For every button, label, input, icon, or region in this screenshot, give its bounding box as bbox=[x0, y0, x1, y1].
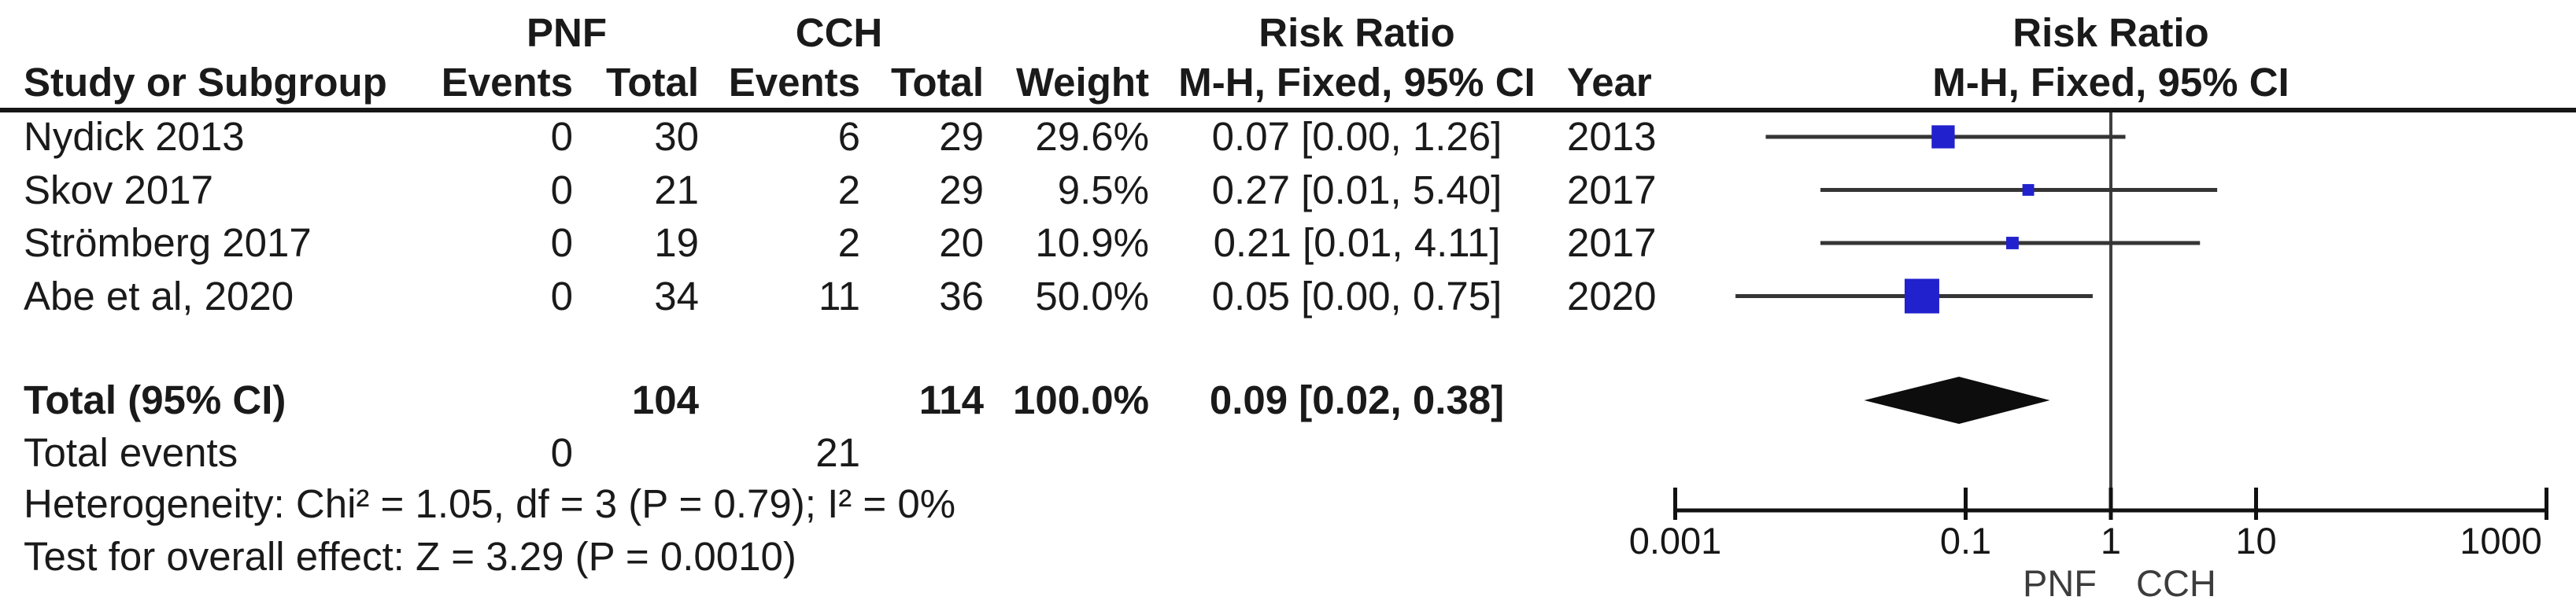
header-column-row: Study or Subgroup Events Total Events To… bbox=[0, 56, 2576, 109]
col-header-year: Year bbox=[1567, 60, 1652, 105]
total-events-label: Total events bbox=[24, 430, 238, 475]
header-group-row: PNF CCH Risk Ratio Risk Ratio bbox=[0, 6, 2576, 59]
rr-ci-value: 0.07 [0.00, 1.26] bbox=[1211, 114, 1502, 159]
weight-value: 50.0% bbox=[1035, 274, 1149, 319]
cch-events-value: 6 bbox=[837, 114, 860, 159]
favours-left-label: PNF bbox=[2023, 562, 2097, 604]
weight-value: 29.6% bbox=[1035, 114, 1149, 159]
pnf-events-value: 0 bbox=[550, 168, 573, 212]
pnf-total-value: 21 bbox=[654, 168, 699, 212]
table-row: Nydick 2013 0 30 6 29 29.6% 0.07 [0.00, … bbox=[0, 110, 2576, 163]
study-name: Abe et al, 2020 bbox=[24, 274, 294, 319]
weight-value: 10.9% bbox=[1035, 220, 1149, 265]
col-header-rr-ci: M-H, Fixed, 95% CI bbox=[1178, 60, 1536, 105]
col-header-weight: Weight bbox=[1015, 60, 1149, 105]
year-value: 2017 bbox=[1567, 168, 1657, 212]
x-axis-tick-label: 1 bbox=[2101, 520, 2121, 562]
cch-total-value: 29 bbox=[939, 114, 984, 159]
plot-header-risk-ratio: Risk Ratio bbox=[2012, 10, 2209, 55]
table-row: Skov 2017 0 21 2 29 9.5% 0.27 [0.01, 5.4… bbox=[0, 164, 2576, 216]
effect-square bbox=[1931, 125, 1955, 149]
total-rr-ci: 0.09 [0.02, 0.38] bbox=[1209, 377, 1505, 422]
study-name: Nydick 2013 bbox=[24, 114, 245, 159]
x-axis-tick-label: 0.001 bbox=[1629, 520, 1722, 562]
year-value: 2020 bbox=[1567, 274, 1657, 319]
summary-diamond bbox=[1864, 377, 2050, 424]
pnf-events-value: 0 bbox=[550, 274, 573, 319]
rr-ci-value: 0.05 [0.00, 0.75] bbox=[1211, 274, 1502, 319]
cch-events-value: 2 bbox=[837, 168, 860, 212]
group-header-cch: CCH bbox=[795, 10, 883, 55]
pnf-events-value: 0 bbox=[550, 114, 573, 159]
pnf-total-value: 34 bbox=[654, 274, 699, 319]
pnf-total-value: 19 bbox=[654, 220, 699, 265]
plot-header-rr-ci: M-H, Fixed, 95% CI bbox=[1932, 60, 2290, 105]
x-axis-tick-label: 0.1 bbox=[1940, 520, 1991, 562]
weight-value: 9.5% bbox=[1057, 168, 1149, 212]
heterogeneity-row: Heterogeneity: Chi² = 1.05, df = 3 (P = … bbox=[0, 477, 2576, 530]
cch-total-value: 29 bbox=[939, 168, 984, 212]
col-header-cch-total: Total bbox=[890, 60, 984, 105]
study-name: Strömberg 2017 bbox=[24, 220, 312, 265]
x-axis-tick-label: 1000 bbox=[2460, 520, 2542, 562]
table-row: Strömberg 2017 0 19 2 20 10.9% 0.21 [0.0… bbox=[0, 216, 2576, 269]
x-axis-tick-label: 10 bbox=[2235, 520, 2276, 562]
total-label: Total (95% CI) bbox=[24, 377, 286, 422]
favours-right-label: CCH bbox=[2136, 562, 2216, 604]
effect-square bbox=[2022, 184, 2035, 196]
effect-square bbox=[1904, 278, 1939, 314]
col-header-study: Study or Subgroup bbox=[24, 60, 387, 105]
total-events-pnf: 0 bbox=[550, 430, 573, 475]
pnf-events-value: 0 bbox=[550, 220, 573, 265]
cch-total-value: 20 bbox=[939, 220, 984, 265]
total-row: Total (95% CI) 104 114 100.0% 0.09 [0.02… bbox=[0, 374, 2576, 426]
col-header-cch-events: Events bbox=[728, 60, 860, 105]
year-value: 2017 bbox=[1567, 220, 1657, 265]
pnf-total-value: 30 bbox=[654, 114, 699, 159]
total-weight: 100.0% bbox=[1013, 377, 1149, 422]
overall-effect-text: Test for overall effect: Z = 3.29 (P = 0… bbox=[24, 534, 796, 579]
cch-events-value: 11 bbox=[819, 274, 860, 319]
group-header-pnf: PNF bbox=[527, 10, 607, 55]
heterogeneity-text: Heterogeneity: Chi² = 1.05, df = 3 (P = … bbox=[24, 481, 956, 526]
study-name: Skov 2017 bbox=[24, 168, 214, 212]
year-value: 2013 bbox=[1567, 114, 1657, 159]
col-header-pnf-events: Events bbox=[441, 60, 573, 105]
group-header-risk-ratio: Risk Ratio bbox=[1258, 10, 1455, 55]
cch-total-value: 36 bbox=[939, 274, 984, 319]
total-events-cch: 21 bbox=[815, 430, 860, 475]
rr-ci-value: 0.27 [0.01, 5.40] bbox=[1211, 168, 1502, 212]
cch-events-value: 2 bbox=[837, 220, 860, 265]
total-events-row: Total events 0 21 bbox=[0, 426, 2576, 479]
col-header-pnf-total: Total bbox=[605, 60, 699, 105]
total-cch-n: 114 bbox=[918, 377, 984, 422]
effect-square bbox=[2006, 237, 2019, 249]
overall-effect-row: Test for overall effect: Z = 3.29 (P = 0… bbox=[0, 530, 2576, 583]
table-row: Abe et al, 2020 0 34 11 36 50.0% 0.05 [0… bbox=[0, 270, 2576, 322]
total-pnf-n: 104 bbox=[631, 377, 699, 422]
header-separator-line bbox=[0, 108, 2576, 112]
rr-ci-value: 0.21 [0.01, 4.11] bbox=[1213, 220, 1501, 265]
